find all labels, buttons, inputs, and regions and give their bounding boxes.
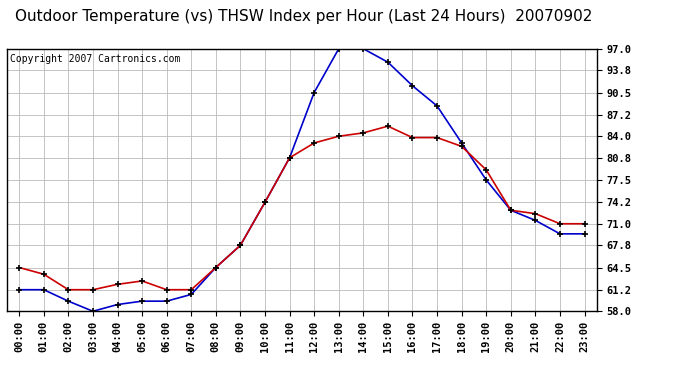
Text: Outdoor Temperature (vs) THSW Index per Hour (Last 24 Hours)  20070902: Outdoor Temperature (vs) THSW Index per …: [15, 9, 592, 24]
Text: Copyright 2007 Cartronics.com: Copyright 2007 Cartronics.com: [10, 54, 180, 64]
